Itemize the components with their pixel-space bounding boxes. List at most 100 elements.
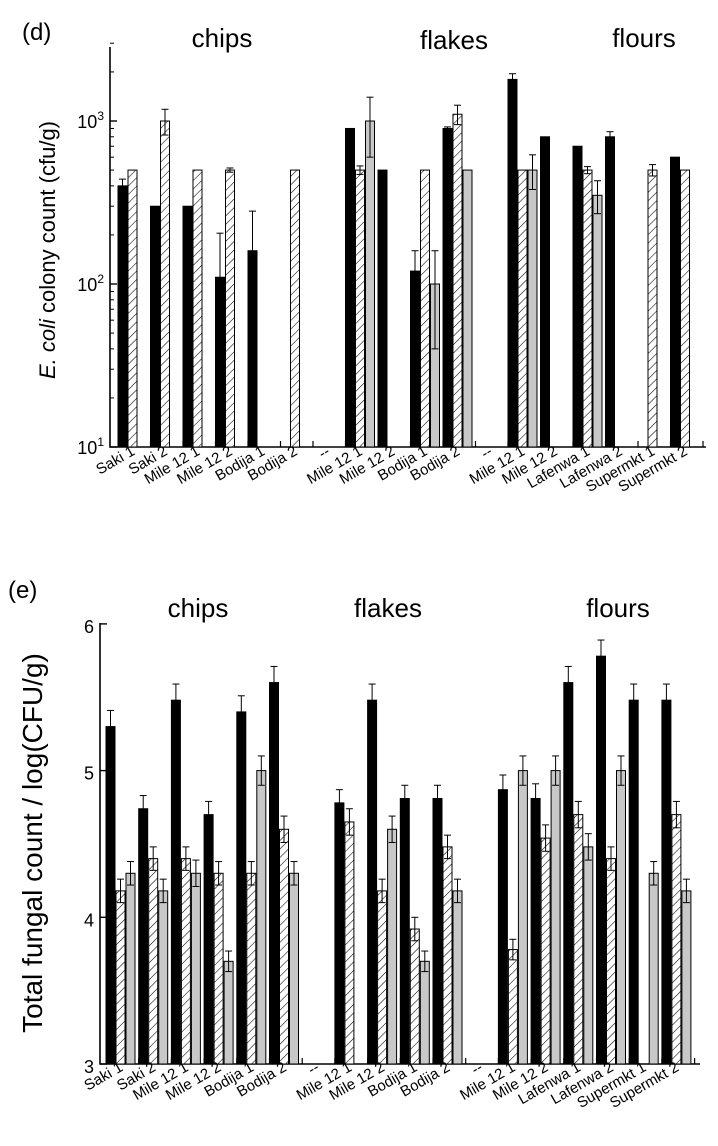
group-label-chips: chips [192, 23, 253, 53]
bar-gray [223, 960, 234, 1065]
panel-d: (d) chips flakes flours E. coli colony c… [22, 19, 706, 496]
bar-hatched [517, 169, 528, 448]
bar-black [572, 145, 583, 448]
bar-hatched [540, 837, 551, 1065]
panel-label-e: (e) [8, 577, 37, 604]
y-axis-label-d: E. coli colony count (cfu/g) [35, 121, 60, 379]
bar-gray [452, 890, 463, 1065]
bar-black [345, 127, 355, 448]
bar-hatched [148, 858, 159, 1065]
panel-e: (e) chips flakes flours Total fungal cou… [8, 577, 700, 1112]
bar-hatched [192, 169, 203, 448]
bar-black [215, 276, 225, 448]
bar-black [150, 205, 160, 448]
bar-black [182, 205, 193, 448]
y-tick-label-exponent: 1 [97, 435, 104, 449]
bar-gray [365, 120, 375, 448]
bar-black [334, 802, 345, 1065]
y-tick-label-base: 10 [77, 275, 97, 295]
bar-gray [527, 169, 538, 448]
group-label-flakes: flakes [354, 593, 422, 623]
bar-black [138, 808, 149, 1065]
bar-black [530, 797, 541, 1065]
y-tick-label: 6 [84, 617, 94, 637]
bar-hatched [606, 858, 616, 1065]
y-axis-label-e: Total fungal count / log(CFU/g) [17, 653, 48, 1033]
bar-black [540, 136, 550, 448]
bar-hatched [573, 814, 584, 1065]
bar-black [399, 797, 410, 1065]
bar-hatched [377, 890, 388, 1065]
bar-black [170, 699, 181, 1065]
bar-gray [462, 169, 473, 448]
bar-black [497, 789, 508, 1065]
bar-hatched [507, 949, 518, 1065]
bar-black [596, 655, 606, 1065]
bar-black [442, 127, 453, 448]
bar-black [563, 682, 574, 1065]
group-label-flours: flours [612, 23, 676, 53]
bar-gray [289, 872, 299, 1065]
bar-hatched [452, 113, 463, 448]
y-tick-label: 4 [84, 910, 94, 930]
bar-black [670, 156, 680, 448]
bar-hatched [115, 890, 126, 1065]
y-tick-label: 103 [77, 109, 104, 132]
bar-black [236, 711, 247, 1065]
bar-hatched [279, 828, 289, 1065]
bar-hatched [213, 872, 224, 1065]
bar-black [117, 185, 128, 448]
bar-gray [681, 890, 692, 1065]
group-label-flakes: flakes [420, 25, 488, 55]
y-tick-label: 102 [77, 272, 104, 295]
bars-d [117, 73, 690, 448]
bar-hatched [290, 169, 300, 448]
y-tick-label: 101 [77, 435, 104, 458]
bar-gray [550, 770, 561, 1065]
group-label-flours: flours [586, 593, 650, 623]
bar-hatched [420, 169, 430, 448]
bar-hatched [355, 169, 365, 448]
bar-gray [158, 890, 169, 1065]
bar-hatched [127, 169, 138, 448]
y-tick-label-exponent: 2 [97, 272, 104, 286]
y-tick-label-base: 10 [77, 112, 97, 132]
bar-black [432, 797, 443, 1065]
bar-hatched [671, 814, 682, 1065]
bar-black [628, 699, 639, 1065]
y-tick-label-base: 10 [77, 438, 97, 458]
bar-black [507, 78, 518, 448]
bar-gray [387, 828, 398, 1065]
bar-black [269, 682, 279, 1065]
bar-black [605, 136, 615, 448]
bar-gray [648, 872, 659, 1065]
bar-black [105, 726, 116, 1065]
y-tick-label-exponent: 3 [97, 109, 104, 123]
bar-black [247, 250, 258, 448]
bar-gray [583, 846, 594, 1065]
bar-black [661, 699, 672, 1065]
bar-gray [190, 872, 201, 1065]
bar-hatched [442, 846, 453, 1065]
y-tick-label: 5 [84, 764, 94, 784]
bar-hatched [344, 821, 355, 1065]
bar-gray [125, 872, 136, 1065]
bar-gray [517, 770, 528, 1065]
y-axis-label-d-italic: E. coli [35, 318, 60, 379]
bars-e [105, 639, 692, 1065]
y-tick-label: 3 [84, 1057, 94, 1077]
bar-hatched [409, 928, 420, 1065]
bar-hatched [680, 169, 690, 448]
bar-hatched [160, 120, 170, 448]
group-label-chips: chips [168, 593, 229, 623]
bar-black [203, 814, 214, 1065]
bar-hatched [582, 169, 593, 448]
bar-gray [616, 770, 626, 1065]
y-axis-label-d-rest: colony count (cfu/g) [35, 121, 60, 319]
bar-hatched [225, 169, 235, 448]
bar-black [377, 169, 388, 448]
